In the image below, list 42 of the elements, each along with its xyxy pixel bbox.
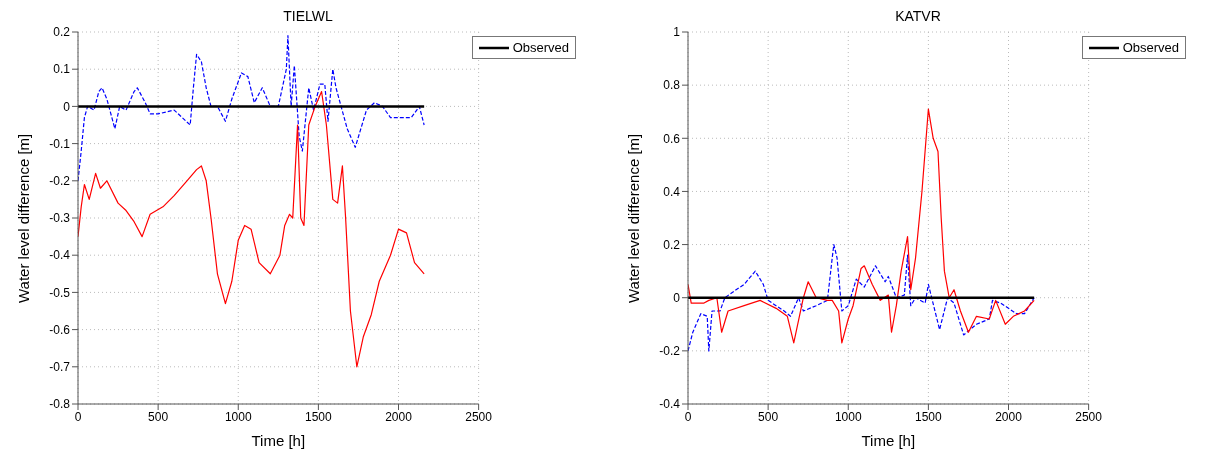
- x-tick-label: 1500: [915, 409, 943, 424]
- x-tick-label: 1000: [224, 409, 252, 424]
- x-tick-label: 2000: [995, 409, 1023, 424]
- y-tick-label: 0.6: [663, 131, 681, 146]
- line-series: [688, 243, 1035, 352]
- x-tick-label: 500: [758, 409, 779, 424]
- y-tick-label: -0.6: [49, 322, 71, 337]
- y-tick-label: -0.7: [49, 360, 71, 375]
- x-tick-label: 2500: [1075, 409, 1103, 424]
- y-axis-title: Water level difference [m]: [625, 133, 643, 303]
- chart-title: TIELWL: [282, 8, 334, 26]
- x-tick-label: 2000: [385, 409, 413, 424]
- legend-label: Observed: [1122, 40, 1179, 55]
- x-axis-title: Time [h]: [861, 432, 916, 449]
- y-tick-label: -0.3: [49, 211, 71, 226]
- y-tick-label: -0.8: [49, 397, 71, 412]
- y-tick-label: -0.2: [49, 174, 71, 189]
- y-tick-label: -0.4: [49, 248, 71, 263]
- y-tick-label: -0.2: [659, 344, 681, 359]
- x-axis-title: Time [h]: [251, 432, 306, 449]
- x-tick-label: 1000: [834, 409, 862, 424]
- x-tick-label: 2500: [465, 409, 493, 424]
- x-tick-label: 0: [684, 409, 692, 424]
- y-tick-label: 1: [673, 25, 681, 40]
- x-tick-label: 1500: [305, 409, 333, 424]
- line-series: [78, 90, 425, 368]
- y-tick-label: -0.5: [49, 285, 71, 300]
- y-tick-label: 0.2: [53, 25, 71, 40]
- y-tick-label: 0.1: [53, 62, 71, 77]
- legend-label: Observed: [512, 40, 569, 55]
- y-tick-label: 0.2: [663, 237, 681, 252]
- line-series: [688, 108, 1035, 344]
- y-tick-label: -0.4: [659, 397, 681, 412]
- y-tick-label: 0: [63, 99, 71, 114]
- x-tick-label: 0: [74, 409, 82, 424]
- y-tick-label: 0.4: [663, 184, 681, 199]
- x-tick-label: 500: [148, 409, 169, 424]
- y-tick-label: 0.8: [663, 78, 681, 93]
- y-tick-label: -0.1: [49, 136, 71, 151]
- y-axis-title: Water level difference [m]: [15, 133, 33, 303]
- y-tick-label: 0: [673, 290, 681, 305]
- chart-title: KATVR: [894, 8, 942, 26]
